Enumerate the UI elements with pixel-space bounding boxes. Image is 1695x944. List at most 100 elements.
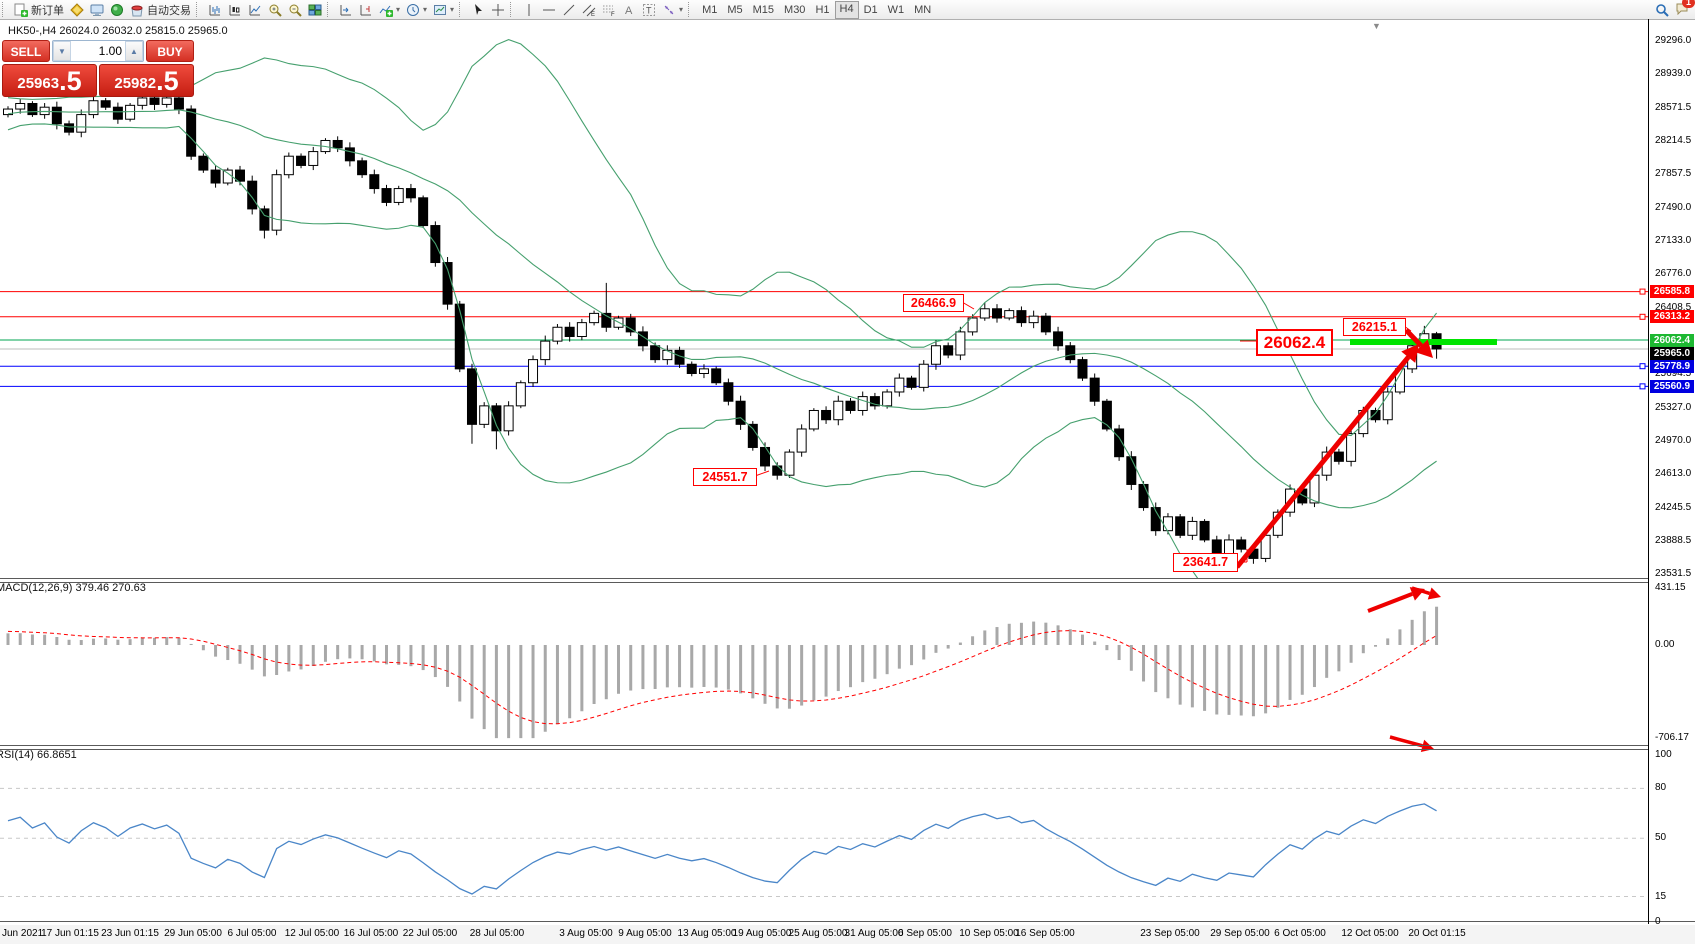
text-label-button[interactable]: T	[639, 1, 659, 18]
template-icon	[434, 4, 447, 15]
green-orb-icon	[111, 3, 123, 16]
timeframe-button-d1[interactable]: D1	[863, 3, 878, 16]
chart-shift-button[interactable]	[356, 1, 376, 18]
buy-price-fraction: .5	[156, 66, 179, 96]
timeframe-button-m15[interactable]: M15	[752, 3, 775, 16]
zoom-in-button[interactable]	[265, 1, 285, 18]
time-axis-label: 20 Oct 01:15	[1408, 928, 1466, 939]
price-tag-26585.8: 26585.8	[1650, 285, 1694, 299]
auto-scroll-button[interactable]	[336, 1, 356, 18]
terminal-button[interactable]	[87, 1, 107, 18]
arrows-button[interactable]: ▾	[659, 1, 686, 18]
sell-quote[interactable]: 25963 .5	[2, 64, 97, 97]
fibonacci-button[interactable]: F	[599, 1, 619, 18]
price-annotation-24551.7: 24551.7	[693, 468, 757, 486]
time-axis-label: 19 Aug 05:00	[732, 928, 792, 939]
time-axis-label: 10 Sep 05:00	[959, 928, 1019, 939]
templates-button[interactable]: ▾	[430, 1, 457, 18]
timeframe-button-mn[interactable]: MN	[914, 3, 932, 16]
macd-axis-tick: 0.00	[1655, 639, 1675, 650]
line-chart-icon	[249, 4, 261, 15]
tile-windows-icon	[308, 4, 322, 15]
autotrading-button[interactable]: 自动交易	[127, 1, 194, 18]
candlestick-type-button[interactable]	[225, 1, 245, 18]
auto-scroll-icon	[340, 4, 351, 15]
text-icon: A	[625, 5, 633, 17]
vertical-line-button[interactable]	[519, 1, 539, 18]
candlestick-icon	[229, 4, 240, 15]
new-order-icon	[14, 3, 28, 17]
time-axis[interactable]: Jun 2021 17 Jun 01:15 23 Jun 01:15 29 Jun 0…	[0, 925, 1695, 944]
panel-collapse-icon[interactable]: ▼	[1372, 21, 1381, 31]
rsi-axis-tick: 100	[1655, 749, 1672, 761]
horizontal-line-icon	[543, 9, 556, 10]
clock-icon	[407, 3, 420, 16]
cursor-button[interactable]	[468, 1, 488, 18]
svg-text:F: F	[611, 12, 615, 17]
rsi-axis-tick: 0	[1655, 915, 1661, 927]
price-tag-25965.0: 25965.0	[1650, 346, 1694, 360]
rsi-axis-tick: 80	[1655, 782, 1667, 794]
line-chart-type-button[interactable]	[245, 1, 265, 18]
time-axis-label: 25 Aug 05:00	[788, 928, 848, 939]
time-axis-label: 3 Aug 05:00	[559, 928, 613, 939]
profile-button[interactable]	[67, 1, 87, 18]
dropdown-caret: ▾	[450, 5, 455, 14]
market-watch-button[interactable]	[107, 1, 127, 18]
search-icon[interactable]	[1655, 3, 1669, 17]
time-axis-label: 13 Aug 05:00	[677, 928, 737, 939]
timeframe-button-m1[interactable]: M1	[702, 3, 718, 16]
time-axis-label: 22 Jul 05:00	[402, 928, 458, 939]
buy-button[interactable]: BUY	[146, 40, 194, 62]
rsi-panel-separator[interactable]	[0, 745, 1648, 750]
new-order-button[interactable]: 新订单	[11, 1, 67, 18]
zoom-out-button[interactable]	[285, 1, 305, 18]
trendline-icon	[563, 4, 575, 15]
time-axis-label: 16 Jul 05:00	[343, 928, 399, 939]
time-axis-label: 23 Sep 05:00	[1140, 928, 1200, 939]
crosshair-icon	[492, 3, 505, 16]
horizontal-line-button[interactable]	[539, 1, 559, 18]
bar-chart-type-button[interactable]	[205, 1, 225, 18]
toolbar: 新订单 自动交易	[0, 0, 1695, 20]
macd-indicator-label: MACD(12,26,9) 379.46 270.63	[0, 582, 146, 594]
tile-windows-button[interactable]	[305, 1, 325, 18]
price-tag-25778.9: 25778.9	[1650, 359, 1694, 373]
volume-up-stepper[interactable]: ▲	[125, 41, 143, 61]
timeframe-button-m30[interactable]: M30	[784, 3, 806, 16]
volume-input[interactable]	[71, 41, 125, 61]
toolbar-separator	[688, 2, 695, 17]
time-axis-label: 16 Sep 05:00	[1015, 928, 1075, 939]
sell-button[interactable]: SELL	[2, 40, 50, 62]
volume-control: ▼ ▲	[52, 40, 144, 62]
text-button[interactable]: A	[619, 1, 639, 18]
periods-button[interactable]: ▾	[403, 1, 430, 18]
monitor-icon	[90, 4, 104, 16]
volume-down-stepper[interactable]: ▼	[53, 41, 71, 61]
notifications-button[interactable]: 1	[1675, 0, 1695, 18]
price-axis-tick: 24613.0	[1655, 468, 1692, 479]
dropdown-caret: ▾	[423, 5, 428, 14]
timeframe-button-w1[interactable]: W1	[887, 3, 905, 16]
timeframe-button-m5[interactable]: M5	[727, 3, 743, 16]
svg-text:T: T	[646, 5, 652, 15]
time-axis-label: 6 Jul 05:00	[227, 928, 277, 939]
timeframe-button-h4[interactable]: H4	[834, 0, 859, 19]
time-axis-label: 23 Jun 01:15	[101, 928, 159, 939]
text-label-icon: T	[643, 3, 656, 16]
timeframe-button-h1[interactable]: H1	[815, 3, 830, 16]
time-axis-label: 28 Jul 05:00	[469, 928, 525, 939]
buy-quote[interactable]: 25982 .5	[99, 64, 194, 97]
channel-button[interactable]: E	[579, 1, 599, 18]
toolbar-right-group: 1	[1655, 0, 1695, 18]
indicators-button[interactable]: ▾	[376, 1, 403, 18]
macd-panel-separator[interactable]	[0, 578, 1648, 583]
macd-axis-tick: 431.15	[1655, 582, 1686, 594]
time-axis-label: 29 Sep 05:00	[1210, 928, 1270, 939]
price-axis-tick: 26408.5	[1655, 301, 1692, 313]
crosshair-button[interactable]	[488, 1, 508, 18]
notification-badge: 1	[1681, 0, 1695, 8]
trendline-button[interactable]	[559, 1, 579, 18]
fibonacci-icon: F	[603, 5, 615, 17]
